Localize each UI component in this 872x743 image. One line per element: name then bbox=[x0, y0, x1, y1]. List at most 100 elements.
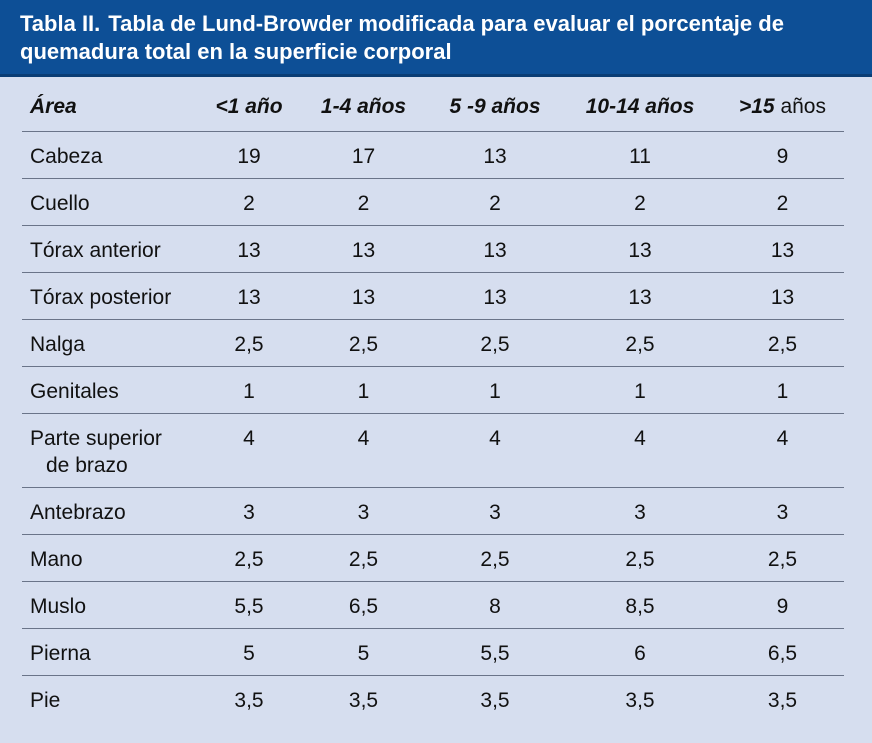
cell-value: 4 bbox=[559, 413, 721, 488]
table-row: Muslo 5,5 6,5 8 8,5 9 bbox=[22, 581, 844, 629]
cell-value: 2 bbox=[202, 178, 296, 226]
row-area-label: Cabeza bbox=[22, 131, 202, 179]
table-row: Mano 2,5 2,5 2,5 2,5 2,5 bbox=[22, 534, 844, 582]
header-age-1-4: 1-4 años bbox=[296, 80, 431, 132]
cell-value: 6 bbox=[559, 628, 721, 676]
cell-value: 2,5 bbox=[721, 319, 844, 367]
table-row: Cabeza 19 17 13 11 9 bbox=[22, 131, 844, 179]
table-row: Tórax posterior 13 13 13 13 13 bbox=[22, 272, 844, 320]
table-title-label: Tabla II. bbox=[20, 11, 101, 36]
cell-value: 1 bbox=[296, 366, 431, 414]
cell-value: 3 bbox=[431, 487, 559, 535]
table-row: Cuello 2 2 2 2 2 bbox=[22, 178, 844, 226]
lund-browder-table: Área <1 año 1-4 años 5 -9 años 10-14 año… bbox=[22, 80, 844, 722]
row-area-label: Pie bbox=[30, 689, 61, 712]
table-row: Parte superior de brazo 4 4 4 4 4 bbox=[22, 413, 844, 488]
cell-value: 4 bbox=[296, 413, 431, 488]
header-age-over-15: >15 años bbox=[721, 80, 844, 132]
row-area-label-line1: Parte superior bbox=[30, 427, 162, 450]
cell-value: 2 bbox=[431, 178, 559, 226]
cell-value: 8,5 bbox=[559, 581, 721, 629]
row-area-label: Pierna bbox=[22, 628, 202, 676]
cell-value: 13 bbox=[431, 225, 559, 273]
cell-value: 1 bbox=[202, 366, 296, 414]
cell-value: 13 bbox=[721, 272, 844, 320]
table-title-bar: Tabla II. Tabla de Lund-Browder modificad… bbox=[0, 0, 872, 74]
row-area-label: Parte superior de brazo bbox=[22, 413, 202, 488]
row-area-label: Antebrazo bbox=[22, 487, 202, 535]
cell-value: 3,5 bbox=[767, 689, 798, 712]
cell-value: 13 bbox=[559, 225, 721, 273]
cell-value: 2,5 bbox=[721, 534, 844, 582]
cell-value: 2 bbox=[721, 178, 844, 226]
cell-value: 3 bbox=[559, 487, 721, 535]
table-title-line1: Tabla de Lund-Browder modificada para ev… bbox=[108, 11, 784, 36]
row-area-label: Cuello bbox=[22, 178, 202, 226]
table-row: Pierna 5 5 5,5 6 6,5 bbox=[22, 628, 844, 676]
cell-value: 13 bbox=[559, 272, 721, 320]
row-area-label: Tórax anterior bbox=[22, 225, 202, 273]
title-divider bbox=[0, 74, 872, 77]
cell-value: 1 bbox=[431, 366, 559, 414]
cell-value: 19 bbox=[202, 131, 296, 179]
cell-value: 2 bbox=[296, 178, 431, 226]
cell-value: 3,5 bbox=[234, 689, 264, 712]
cell-value: 1 bbox=[559, 366, 721, 414]
table-row: Tórax anterior 13 13 13 13 13 bbox=[22, 225, 844, 273]
row-area-label-line2: de brazo bbox=[46, 454, 128, 477]
cell-value: 13 bbox=[721, 225, 844, 273]
row-area-label: Nalga bbox=[22, 319, 202, 367]
cell-value: 5 bbox=[296, 628, 431, 676]
cell-value: 2,5 bbox=[202, 534, 296, 582]
cell-value: 13 bbox=[431, 131, 559, 179]
cell-value: 4 bbox=[202, 413, 296, 488]
cell-value: 9 bbox=[721, 131, 844, 179]
table-row: Antebrazo 3 3 3 3 3 bbox=[22, 487, 844, 535]
header-age-over-15-unit: años bbox=[780, 94, 826, 118]
cell-value: 2,5 bbox=[296, 534, 431, 582]
cell-value: 13 bbox=[296, 225, 431, 273]
cell-value: 2,5 bbox=[431, 534, 559, 582]
cell-value: 5,5 bbox=[202, 581, 296, 629]
row-area-label: Tórax posterior bbox=[22, 272, 202, 320]
cell-value: 3,5 bbox=[625, 689, 655, 712]
cell-value: 3 bbox=[202, 487, 296, 535]
cell-value: 6,5 bbox=[721, 628, 844, 676]
cell-value: 2,5 bbox=[202, 319, 296, 367]
cell-value: 2,5 bbox=[431, 319, 559, 367]
cell-value: 5 bbox=[202, 628, 296, 676]
cell-value: 13 bbox=[202, 225, 296, 273]
table-row: Nalga 2,5 2,5 2,5 2,5 2,5 bbox=[22, 319, 844, 367]
cell-value: 3,5 bbox=[480, 689, 510, 712]
header-age-over-15-num: >15 bbox=[738, 94, 775, 118]
cell-value: 13 bbox=[296, 272, 431, 320]
cell-value: 13 bbox=[202, 272, 296, 320]
cell-value: 4 bbox=[431, 413, 559, 488]
cell-value: 2,5 bbox=[296, 319, 431, 367]
header-age-5-9: 5 -9 años bbox=[431, 80, 559, 132]
table-title: Tabla II. Tabla de Lund-Browder modificad… bbox=[20, 10, 852, 66]
table-row: Pie 3,5 3,5 3,5 3,5 3,5 bbox=[22, 676, 844, 723]
header-row: Área <1 año 1-4 años 5 -9 años 10-14 año… bbox=[22, 80, 844, 132]
cell-value: 2,5 bbox=[559, 319, 721, 367]
header-age-10-14: 10-14 años bbox=[559, 80, 721, 132]
cell-value: 2,5 bbox=[559, 534, 721, 582]
header-age-under-1: <1 año bbox=[202, 80, 296, 132]
cell-value: 4 bbox=[721, 413, 844, 488]
cell-value: 2 bbox=[559, 178, 721, 226]
cell-value: 3 bbox=[721, 487, 844, 535]
cell-value: 8 bbox=[431, 581, 559, 629]
row-area-label: Muslo bbox=[22, 581, 202, 629]
cell-value: 3 bbox=[296, 487, 431, 535]
cell-value: 9 bbox=[721, 581, 844, 629]
table-row: Genitales 1 1 1 1 1 bbox=[22, 366, 844, 414]
cell-value: 17 bbox=[296, 131, 431, 179]
cell-value: 11 bbox=[559, 131, 721, 179]
cell-value: 3,5 bbox=[348, 689, 379, 712]
cell-value: 1 bbox=[721, 366, 844, 414]
cell-value: 5,5 bbox=[431, 628, 559, 676]
cell-value: 6,5 bbox=[296, 581, 431, 629]
cell-value: 13 bbox=[431, 272, 559, 320]
table-title-line2: quemadura total en la superficie corpora… bbox=[20, 39, 452, 64]
row-area-label: Genitales bbox=[22, 366, 202, 414]
